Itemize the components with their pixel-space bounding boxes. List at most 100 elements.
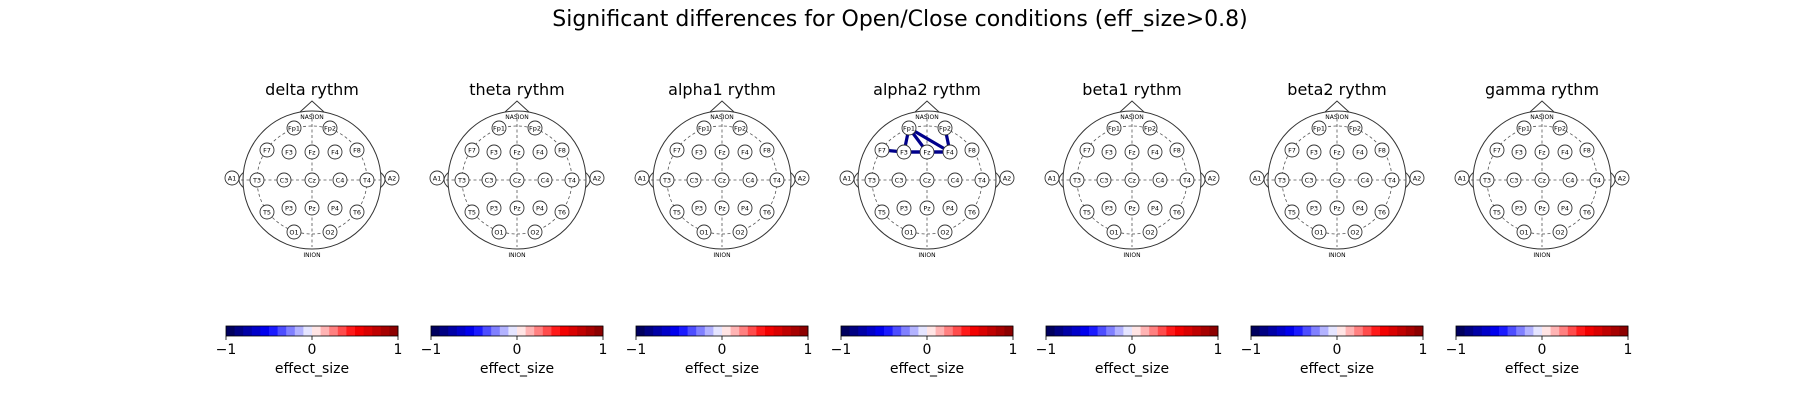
electrode-label: C3 bbox=[1100, 176, 1109, 184]
electrode-marker bbox=[429, 170, 445, 186]
electrode-fz: Fz bbox=[919, 144, 935, 160]
electrode-c4: C4 bbox=[742, 172, 758, 188]
colorbar-swatch bbox=[1140, 326, 1150, 336]
electrode-cz: Cz bbox=[714, 172, 730, 188]
electrode-marker bbox=[839, 170, 855, 186]
colorbar-swatch bbox=[1175, 326, 1184, 336]
electrode-marker bbox=[919, 200, 935, 216]
electrode-marker bbox=[874, 204, 890, 220]
colorbar-swatch bbox=[747, 326, 757, 336]
electrode-label: C3 bbox=[690, 176, 699, 184]
electrode-label: F7 bbox=[263, 146, 271, 154]
electrode-marker bbox=[1044, 170, 1060, 186]
electrode-label: Pz bbox=[1538, 204, 1546, 212]
electrode-t6: T6 bbox=[349, 204, 365, 220]
electrode-marker bbox=[537, 172, 553, 188]
electrode-marker bbox=[1454, 170, 1470, 186]
colorbar-swatch bbox=[1054, 326, 1064, 336]
electrode-f4: F4 bbox=[1352, 144, 1368, 160]
electrode-label: O2 bbox=[1555, 228, 1564, 236]
colorbar-swatch bbox=[380, 326, 390, 336]
electrode-marker bbox=[1306, 200, 1322, 216]
colorbar-swatch bbox=[431, 326, 440, 336]
inion-label: INION bbox=[918, 252, 935, 259]
electrode-pz: Pz bbox=[714, 200, 730, 216]
panel-title: alpha2 rythm bbox=[873, 80, 981, 99]
electrode-f3: F3 bbox=[1306, 144, 1322, 160]
electrode-a1: A1 bbox=[839, 170, 855, 186]
electrode-label: F3 bbox=[1105, 148, 1113, 156]
electrode-p4: P4 bbox=[1352, 200, 1368, 216]
electrode-marker bbox=[1589, 172, 1605, 188]
electrode-marker bbox=[464, 142, 480, 158]
electrode-label: P3 bbox=[1515, 204, 1523, 212]
electrode-label: P4 bbox=[331, 204, 339, 212]
electrode-marker bbox=[527, 120, 543, 136]
nose-outline bbox=[1324, 100, 1350, 113]
colorbar-swatch bbox=[730, 326, 740, 336]
colorbar-swatch bbox=[1533, 326, 1543, 336]
electrode-marker bbox=[589, 170, 605, 186]
electrode-cz: Cz bbox=[509, 172, 525, 188]
electrode-label: F7 bbox=[673, 146, 681, 154]
electrodes: Fp1 Fp2 F7 F3 Fz F4 F8 A1 T3 C3 Cz C4 T4 A2 T5 P3 Pz P4 T6… bbox=[1249, 120, 1425, 240]
electrode-t6: T6 bbox=[964, 204, 980, 220]
electrode-f4: F4 bbox=[737, 144, 753, 160]
electrode-label: C3 bbox=[1305, 176, 1314, 184]
colorbar-swatch bbox=[1576, 326, 1586, 336]
electrode-f7: F7 bbox=[874, 142, 890, 158]
nasion-label: NASION bbox=[710, 114, 733, 121]
electrode-f7: F7 bbox=[669, 142, 685, 158]
colorbar-swatch bbox=[1550, 326, 1560, 336]
colorbar-swatch bbox=[517, 326, 526, 336]
electrode-marker bbox=[769, 172, 785, 188]
head-diagram: NASION INION Fp1 Fp2 F7 F3 Fz F4 F8 A1 T3 C3 Cz C4 T4 A… bbox=[839, 100, 1015, 259]
electrode-f3: F3 bbox=[896, 144, 912, 160]
colorbar-swatch bbox=[1473, 326, 1483, 336]
colorbar-tick-label: 1 bbox=[1419, 342, 1428, 358]
electrode-label: T4 bbox=[1592, 176, 1601, 184]
electrode-fp1: Fp1 bbox=[901, 120, 917, 136]
electrode-marker bbox=[737, 144, 753, 160]
colorbar-swatch bbox=[329, 326, 339, 336]
electrode-t4: T4 bbox=[1179, 172, 1195, 188]
electrode-a2: A2 bbox=[999, 170, 1015, 186]
electrode-f4: F4 bbox=[327, 144, 343, 160]
electrode-f8: F8 bbox=[1169, 142, 1185, 158]
electrode-label: Fp2 bbox=[1349, 124, 1361, 132]
electrode-marker bbox=[1374, 142, 1390, 158]
electrode-c3: C3 bbox=[1301, 172, 1317, 188]
electrode-marker bbox=[864, 172, 880, 188]
panel-title: beta2 rythm bbox=[1287, 80, 1386, 99]
electrode-t6: T6 bbox=[1579, 204, 1595, 220]
colorbar-swatch bbox=[251, 326, 261, 336]
electrode-c3: C3 bbox=[891, 172, 907, 188]
electrode-marker bbox=[1079, 204, 1095, 220]
colorbar-swatch bbox=[1464, 326, 1474, 336]
colorbar-swatch bbox=[286, 326, 296, 336]
electrode-marker bbox=[942, 200, 958, 216]
electrode-t5: T5 bbox=[669, 204, 685, 220]
colorbar-swatch bbox=[1337, 326, 1346, 336]
colorbar-swatch bbox=[465, 326, 475, 336]
electrode-label: T4 bbox=[1387, 176, 1396, 184]
colorbar-swatch bbox=[944, 326, 954, 336]
electrodes: Fp1 Fp2 F7 F3 Fz F4 F8 A1 T3 C3 Cz C4 T4 A2 T5 P3 Pz P4 T6… bbox=[634, 120, 810, 240]
electrode-marker bbox=[891, 172, 907, 188]
colorbar-swatch bbox=[1456, 326, 1465, 336]
electrode-label: A2 bbox=[1618, 174, 1627, 182]
electrode-label: F8 bbox=[1583, 146, 1591, 154]
electrode-p3: P3 bbox=[896, 200, 912, 216]
electrode-label: F4 bbox=[946, 148, 954, 156]
electrode-f4: F4 bbox=[532, 144, 548, 160]
electrodes: Fp1 Fp2 F7 F3 Fz F4 F8 A1 T3 C3 Cz C4 T4 A2 T5 P3 Pz P4 T6… bbox=[224, 120, 400, 240]
electrode-o1: O1 bbox=[696, 224, 712, 240]
electrode-marker bbox=[896, 144, 912, 160]
electrode-label: P4 bbox=[1356, 204, 1364, 212]
electrode-a1: A1 bbox=[634, 170, 650, 186]
electrode-marker bbox=[1152, 172, 1168, 188]
colorbar-swatch bbox=[841, 326, 850, 336]
colorbar: −1 0 1 effect_size bbox=[626, 325, 812, 377]
colorbar-swatch bbox=[294, 326, 304, 336]
electrode-marker bbox=[714, 200, 730, 216]
